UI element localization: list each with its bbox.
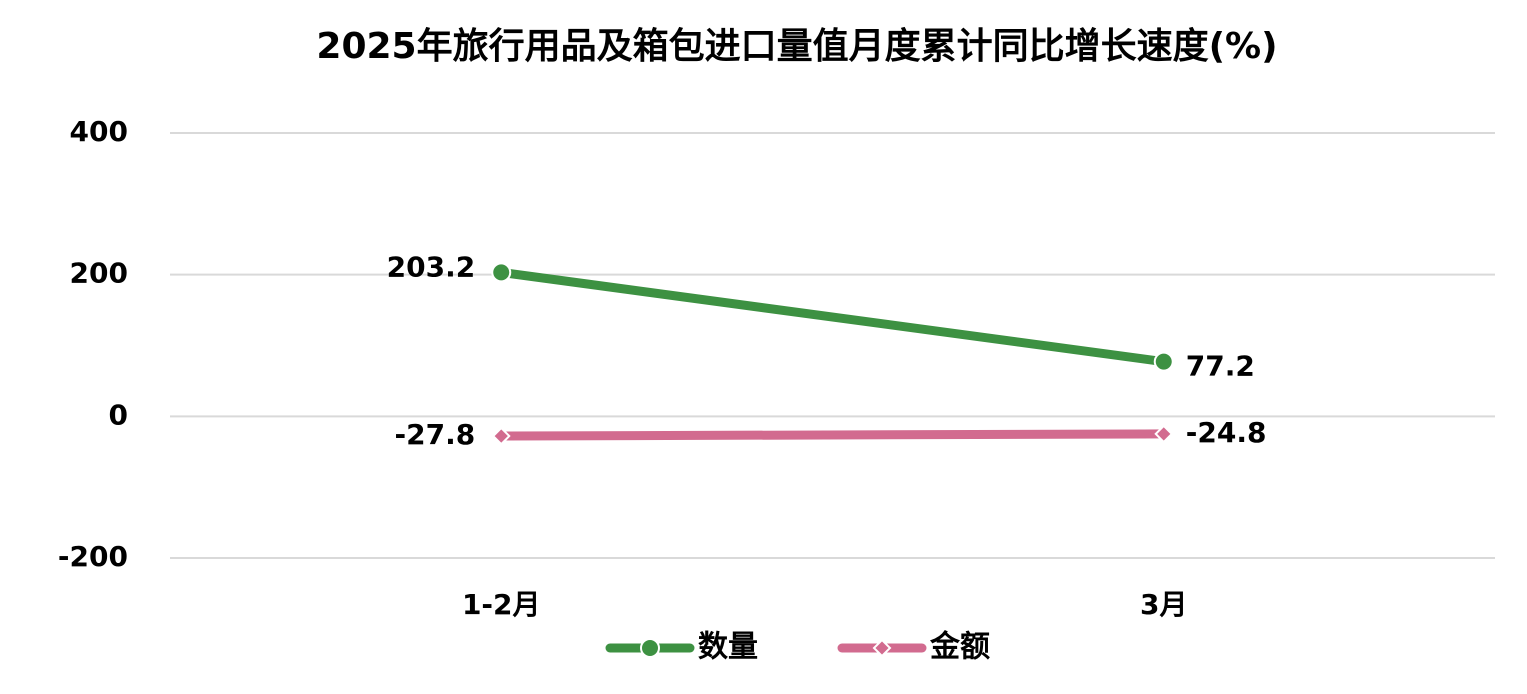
y-tick-label: 0 <box>109 398 128 431</box>
x-tick-label: 3月 <box>1140 588 1187 621</box>
y-tick-label: 200 <box>70 257 128 290</box>
data-label: 203.2 <box>387 250 476 283</box>
data-label: -27.8 <box>395 418 476 451</box>
x-tick-label: 1-2月 <box>462 588 541 621</box>
y-tick-label: 400 <box>70 115 128 148</box>
y-tick-label: -200 <box>58 540 128 573</box>
chart-title: 2025年旅行用品及箱包进口量值月度累计同比增长速度(%) <box>316 26 1277 67</box>
legend-label: 数量 <box>698 630 758 665</box>
legend-marker <box>640 638 660 658</box>
data-label: 77.2 <box>1186 350 1255 383</box>
legend-label: 金额 <box>929 630 990 665</box>
data-label: -24.8 <box>1186 416 1267 449</box>
series-line <box>496 429 1169 441</box>
marker <box>491 426 511 446</box>
marker <box>1154 424 1174 444</box>
legend-marker <box>872 638 892 658</box>
marker <box>1153 351 1174 372</box>
series-line <box>496 267 1169 367</box>
marker <box>491 262 512 283</box>
